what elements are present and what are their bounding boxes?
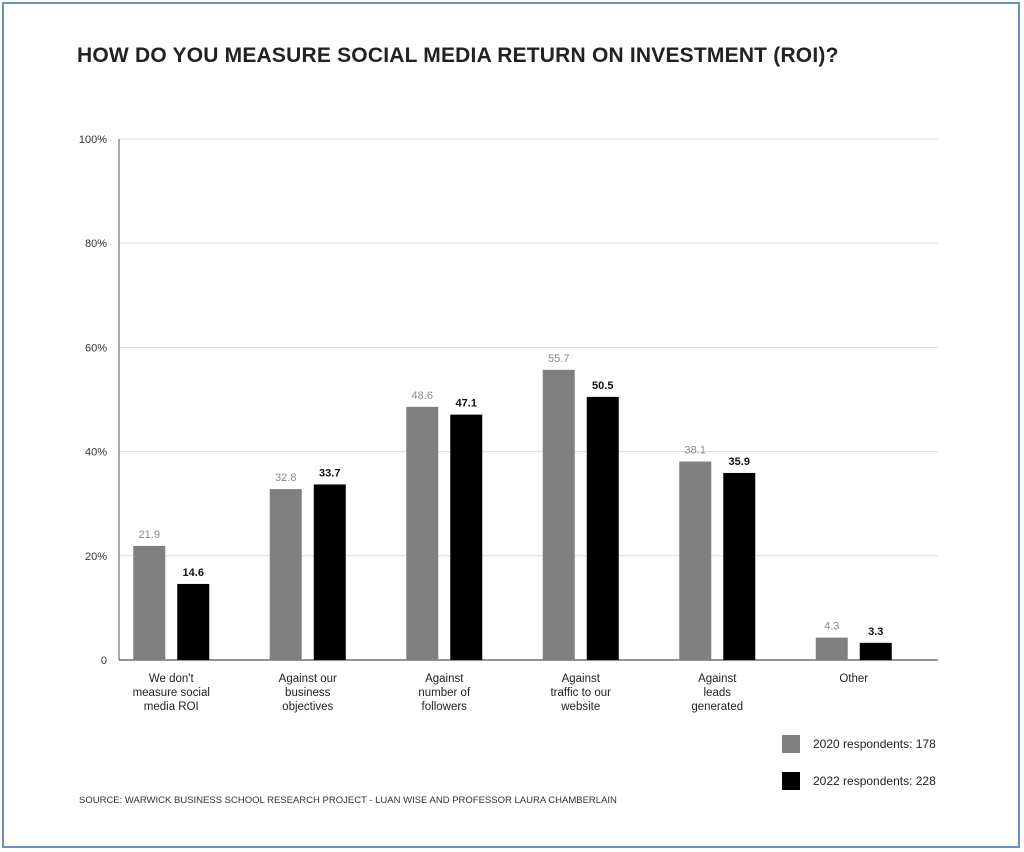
x-tick-label-line: generated (691, 701, 743, 713)
x-tick-label-line: leads (704, 687, 732, 699)
x-tick-label-line: Against (425, 673, 464, 685)
data-label: 35.9 (729, 456, 750, 468)
x-tick-label-line: media ROI (144, 701, 199, 713)
bar-2020 (133, 545, 166, 660)
data-label: 32.8 (275, 472, 296, 484)
legend-swatch-2020 (782, 735, 800, 753)
y-tick-label: 80% (85, 238, 107, 250)
data-label: 14.6 (183, 567, 204, 579)
x-tick-label-line: website (560, 701, 600, 713)
y-tick-label: 20% (85, 551, 107, 563)
x-tick-label-line: objectives (282, 701, 333, 713)
source-note: SOURCE: WARWICK BUSINESS SCHOOL RESEARCH… (79, 795, 617, 806)
x-tick-label-line: Against (562, 673, 601, 685)
data-label: 33.7 (319, 467, 340, 479)
x-tick-label: Other (839, 673, 868, 685)
bar-2022 (586, 396, 619, 660)
data-label: 47.1 (456, 398, 477, 410)
data-label: 21.9 (139, 529, 160, 541)
legend-swatch-2022 (782, 772, 800, 790)
bar-2020 (406, 406, 439, 660)
bar-2022 (177, 583, 210, 660)
legend-item-2022: 2022 respondents: 228 (782, 772, 936, 790)
x-tick-label-line: Against our (279, 673, 337, 685)
y-tick-label: 100% (79, 134, 107, 146)
data-label: 55.7 (548, 353, 569, 365)
x-tick-label-line: number of (418, 687, 471, 699)
bar-2020 (815, 637, 848, 660)
data-label: 48.6 (412, 390, 433, 402)
bar-2022 (859, 642, 892, 660)
data-label: 38.1 (685, 444, 706, 456)
x-tick-label-line: We don't (149, 673, 195, 685)
bar-2022 (723, 472, 756, 660)
bar-2020 (269, 489, 302, 660)
bar-2020 (679, 461, 712, 660)
x-tick-label: Against leads generated (691, 673, 743, 713)
chart-title: HOW DO YOU MEASURE SOCIAL MEDIA RETURN O… (77, 44, 839, 67)
x-tick-label-line: followers (422, 701, 468, 713)
x-tick-label: Against number of followers (418, 673, 471, 713)
x-tick-label-line: Other (839, 673, 868, 685)
bar-2020 (542, 369, 575, 660)
x-tick-label: Against traffic to our website (550, 673, 611, 713)
data-label: 3.3 (868, 626, 883, 638)
bar-2022 (313, 484, 346, 660)
x-tick-label-line: Against (698, 673, 737, 685)
bar-2022 (450, 414, 483, 660)
y-tick-label: 0 (101, 655, 107, 667)
data-label: 50.5 (592, 380, 613, 392)
x-tick-label-line: business (285, 687, 331, 699)
legend-item-2020: 2020 respondents: 178 (782, 735, 936, 753)
y-tick-label: 60% (85, 342, 107, 354)
x-tick-label-line: measure social (133, 687, 210, 699)
legend-label-2020: 2020 respondents: 178 (813, 737, 936, 751)
x-tick-label: Against our business objectives (279, 673, 337, 713)
x-tick-label-line: traffic to our (550, 687, 611, 699)
legend-label-2022: 2022 respondents: 228 (813, 774, 936, 788)
data-label: 4.3 (824, 621, 839, 633)
x-tick-label: We don't measure social media ROI (133, 673, 210, 713)
y-tick-label: 40% (85, 447, 107, 459)
